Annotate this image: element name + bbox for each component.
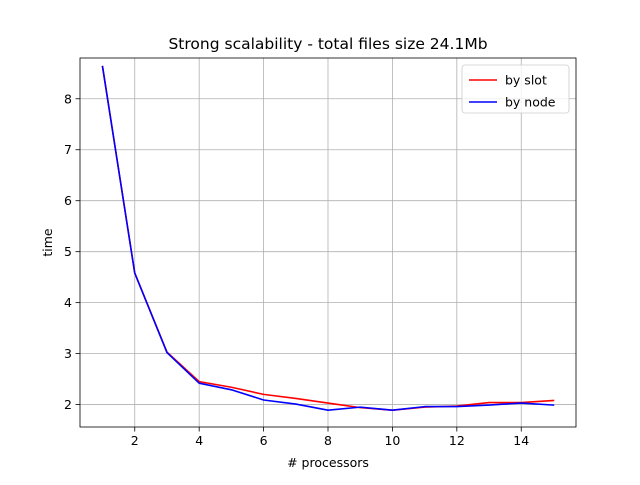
legend-label: by slot bbox=[505, 73, 547, 88]
x-axis-label: # processors bbox=[287, 455, 369, 470]
x-tick-label: 8 bbox=[324, 433, 332, 448]
series-line-by-node bbox=[101, 65, 555, 411]
x-tick-label: 2 bbox=[131, 433, 139, 448]
y-tick-label: 7 bbox=[64, 142, 72, 157]
x-tick-label: 12 bbox=[449, 433, 465, 448]
x-tick-label: 14 bbox=[513, 433, 529, 448]
x-tick-label: 10 bbox=[384, 433, 400, 448]
y-tick-label: 3 bbox=[64, 346, 72, 361]
legend-label: by node bbox=[505, 95, 556, 110]
y-tick-label: 4 bbox=[64, 295, 72, 310]
y-tick-label: 6 bbox=[64, 193, 72, 208]
y-tick-label: 5 bbox=[64, 244, 72, 259]
x-tick-label: 4 bbox=[195, 433, 203, 448]
legend-frame bbox=[461, 64, 570, 114]
plot-lines bbox=[101, 65, 555, 411]
axis-ticks: 2 4 6 8 10 12 14 2 3 4 5 6 7 8 bbox=[64, 91, 529, 448]
legend: by slot by node bbox=[461, 64, 570, 114]
y-axis-label: time bbox=[40, 228, 55, 257]
grid bbox=[80, 58, 576, 427]
x-tick-label: 6 bbox=[260, 433, 268, 448]
y-tick-label: 8 bbox=[64, 91, 72, 106]
chart-title: Strong scalability - total files size 24… bbox=[168, 35, 487, 53]
y-tick-label: 2 bbox=[64, 397, 72, 412]
